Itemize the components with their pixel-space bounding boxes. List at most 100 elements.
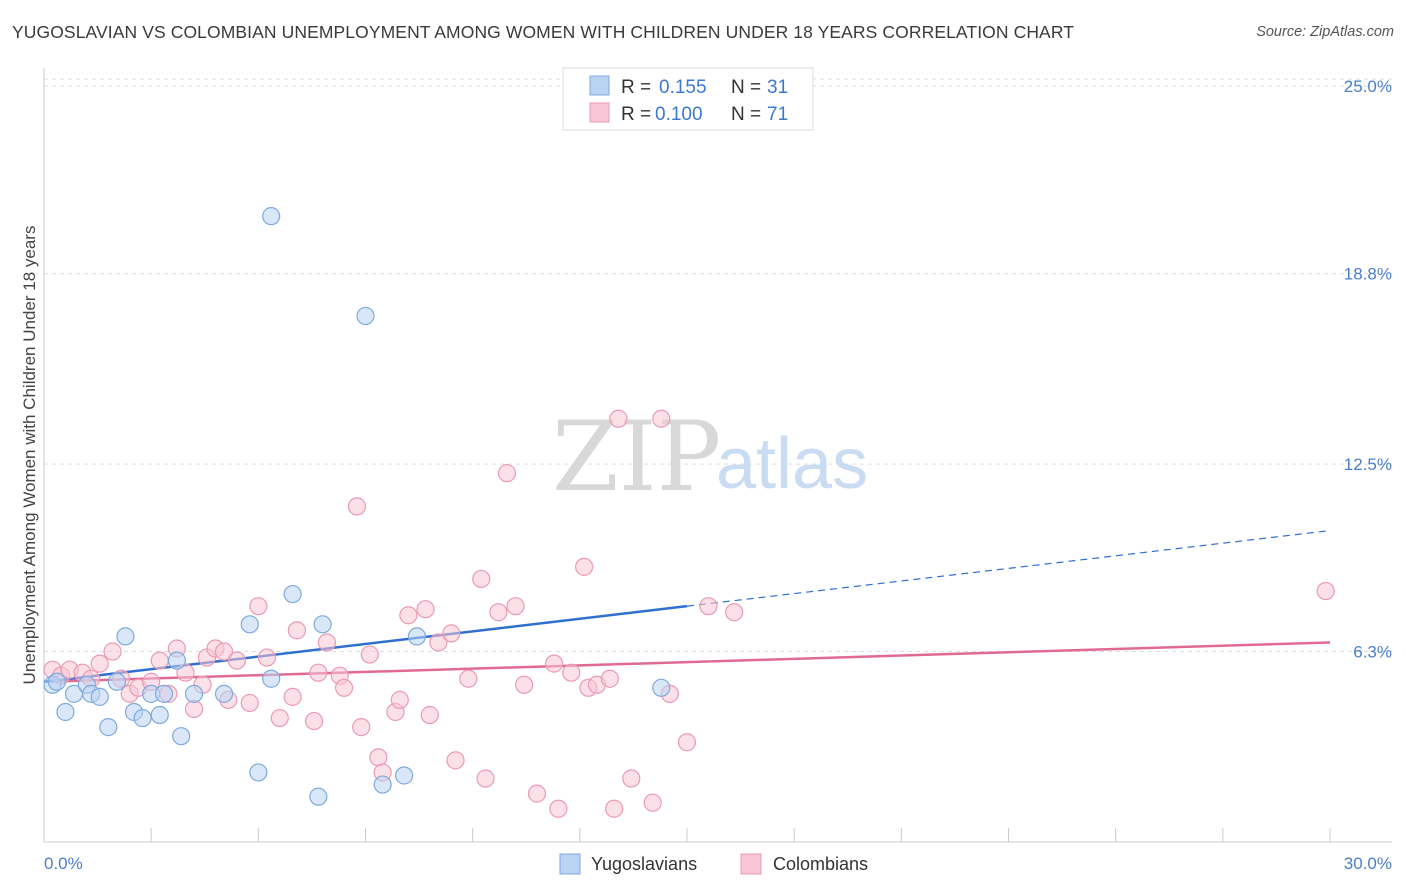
- yugoslavians-point: [150, 705, 169, 725]
- x-tick-label-min: 0.0%: [44, 854, 83, 873]
- yugoslavians-point: [373, 775, 392, 794]
- yugoslavians-point: [240, 615, 259, 634]
- yugoslavians-point: [167, 651, 186, 670]
- legend-r-label-1: R =: [621, 77, 651, 98]
- colombians-point: [575, 557, 594, 576]
- legend-n-value-2: 71: [767, 104, 788, 125]
- colombians-point: [545, 654, 564, 673]
- colombians-point: [416, 600, 435, 619]
- colombians-point: [420, 705, 439, 725]
- watermark-zip: ZIP: [552, 401, 721, 513]
- colombians-point: [214, 642, 234, 661]
- colombians-point: [390, 690, 409, 709]
- yugoslavians-point: [99, 718, 118, 737]
- colombians-point: [369, 748, 388, 767]
- yugoslavians-point: [652, 678, 671, 697]
- colombians-point: [352, 718, 371, 737]
- yugoslavians-point: [172, 727, 191, 746]
- yugoslavians-point: [262, 207, 281, 226]
- colombians-point: [446, 751, 465, 770]
- colombians-point: [399, 606, 418, 625]
- yugoslavians-point: [56, 702, 75, 722]
- trend-line-colombians: [43, 641, 1331, 684]
- colombians-point: [347, 497, 367, 516]
- yugoslavians-point: [107, 672, 126, 691]
- colombians-point: [725, 603, 744, 622]
- gridlines: [44, 78, 1392, 653]
- colombians-point: [506, 597, 525, 616]
- chart-title: YUGOSLAVIAN VS COLOMBIAN UNEMPLOYMENT AM…: [12, 22, 1075, 42]
- colombians-point: [304, 711, 324, 731]
- yugoslavians-point: [184, 684, 204, 703]
- bottom-legend-label-colombians: Colombians: [773, 854, 868, 874]
- colombians-point: [334, 678, 354, 697]
- colombians-point: [605, 799, 624, 818]
- colombians-point: [270, 708, 289, 728]
- colombians-point: [184, 699, 204, 719]
- yugoslavians-point: [214, 684, 234, 703]
- yugoslavians-point: [90, 687, 109, 706]
- colombians-point: [429, 633, 448, 652]
- y-tick-label: 6.3%: [1353, 643, 1392, 662]
- legend-r-value-2: 0.100: [655, 104, 703, 125]
- yugoslavians-point: [154, 684, 174, 703]
- colombians-point: [600, 669, 619, 688]
- colombians-point: [562, 663, 581, 682]
- colombians-point: [652, 409, 671, 428]
- y-tick-labels: 6.3% 12.5% 18.8% 25.0%: [1344, 77, 1392, 661]
- yugoslavians-point: [407, 627, 427, 646]
- trend-lines: [43, 529, 1331, 684]
- colombians-point: [472, 569, 491, 589]
- colombians-point: [622, 769, 641, 788]
- colombians-point: [103, 642, 122, 661]
- legend-n-label-2: N =: [731, 104, 761, 125]
- colombians-point: [677, 733, 697, 752]
- yugoslavians-point: [133, 708, 152, 728]
- yugoslavians-point: [313, 615, 332, 634]
- colombians-point: [257, 648, 277, 667]
- colombians-point: [497, 464, 517, 483]
- colombians-point: [442, 624, 461, 643]
- colombians-point: [643, 793, 662, 812]
- trend-line-yugoslavians-projection: [686, 529, 1331, 607]
- yugoslavians-point: [116, 627, 135, 646]
- yugoslavians-point: [394, 766, 414, 785]
- yugoslavians-point: [356, 306, 375, 326]
- legend-n-value-1: 31: [767, 77, 788, 98]
- y-axis-label: Unemployment Among Women with Children U…: [20, 226, 39, 685]
- bottom-legend-swatch-yugoslavians: [559, 853, 581, 875]
- colombians-point: [90, 654, 109, 673]
- colombians-point: [309, 663, 328, 682]
- yugoslavians-point: [249, 763, 268, 782]
- colombians-point: [283, 687, 302, 706]
- colombians-point: [287, 621, 307, 640]
- colombians-point: [515, 675, 534, 694]
- colombians-point: [489, 603, 508, 622]
- y-tick-label: 18.8%: [1344, 265, 1392, 284]
- yugoslavians-point: [47, 672, 66, 691]
- colombians-point: [527, 784, 547, 803]
- yugoslavians-point: [309, 787, 328, 806]
- colombians-point: [150, 651, 169, 670]
- axes: [43, 68, 1392, 843]
- x-tick-marks: [43, 828, 1331, 842]
- watermark: ZIP atlas: [552, 401, 868, 513]
- colombians-point: [609, 409, 628, 428]
- colombians-point: [360, 645, 379, 664]
- x-tick-label-max: 30.0%: [1344, 854, 1392, 873]
- legend-top: R = 0.155 N = 31 R = 0.100 N = 71: [562, 67, 814, 131]
- legend-r-value-1: 0.155: [659, 77, 707, 98]
- legend-swatch-yugoslavians: [589, 75, 610, 96]
- colombians-point: [699, 597, 718, 616]
- watermark-atlas: atlas: [716, 424, 868, 504]
- yugoslavians-point: [262, 669, 281, 688]
- legend-n-label-1: N =: [731, 77, 761, 98]
- legend-bottom: Yugoslavians Colombians: [559, 853, 868, 875]
- yugoslavians-point: [283, 584, 302, 604]
- y-tick-label: 12.5%: [1344, 455, 1392, 474]
- legend-swatch-colombians: [589, 102, 610, 123]
- bottom-legend-swatch-colombians: [740, 853, 762, 875]
- colombians-point: [1316, 581, 1335, 601]
- colombians-point: [227, 651, 246, 670]
